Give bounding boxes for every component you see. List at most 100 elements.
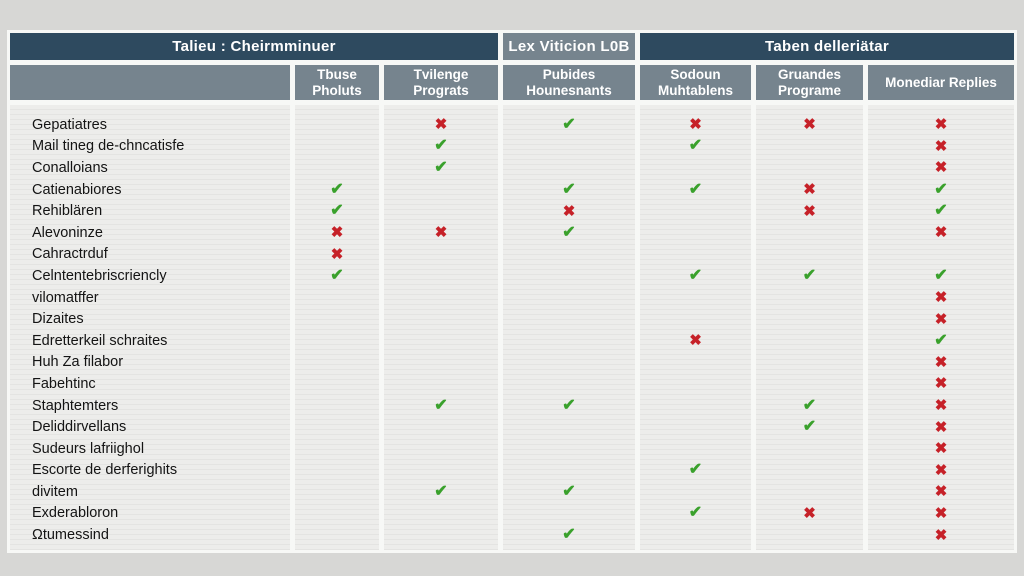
- mark-cell: ✔: [640, 503, 751, 525]
- cross-icon: ✖: [934, 375, 948, 393]
- check-icon: ✔: [562, 115, 576, 133]
- mark-cell: [503, 157, 635, 179]
- mark-cell: ✔: [384, 481, 498, 503]
- row-label: Exderabloron: [32, 505, 119, 522]
- mark-cell: [756, 481, 863, 503]
- mark-cell: [640, 373, 751, 395]
- row-label-cell: Deliddirvellans: [10, 416, 290, 438]
- cross-icon: ✖: [803, 116, 816, 134]
- mark-cell: [295, 524, 379, 546]
- row-label-column-header: [10, 65, 290, 100]
- mark-cell: ✖: [868, 395, 1014, 417]
- marks-column: ✖ ✔ ✔ ✔ ✖ ✔ ✔: [640, 105, 751, 550]
- row-label-cell: Alevoninze: [10, 222, 290, 244]
- mark-cell: ✖: [868, 460, 1014, 482]
- mark-cell: [640, 416, 751, 438]
- cross-icon: ✖: [330, 224, 344, 242]
- row-label-cell: Huh Za filabor: [10, 352, 290, 374]
- mark-cell: ✔: [384, 157, 498, 179]
- mark-cell: [295, 503, 379, 525]
- check-icon: ✔: [562, 396, 576, 414]
- mark-cell: [756, 330, 863, 352]
- row-label: Rehiblären: [32, 203, 103, 220]
- mark-cell: [295, 330, 379, 352]
- mark-cell: ✔: [384, 136, 498, 158]
- row-label-cell: Celntentebriscriencly: [10, 265, 290, 287]
- check-icon: ✔: [934, 266, 948, 284]
- mark-cell: [384, 179, 498, 201]
- check-icon: ✔: [562, 223, 576, 241]
- mark-cell: [640, 244, 751, 266]
- row-label: Edretterkeil schraites: [32, 332, 168, 349]
- column-header: Tbuse Pholuts: [295, 65, 379, 100]
- mark-cell: [640, 308, 751, 330]
- row-label-cell: Rehiblären: [10, 200, 290, 222]
- group-header-right: Taben delleriätar: [640, 33, 1014, 60]
- mark-cell: [756, 438, 863, 460]
- mark-cell: ✔: [756, 416, 863, 438]
- mark-cell: [384, 524, 498, 546]
- mark-cell: [384, 352, 498, 374]
- row-label-cell: Gepatiatres: [10, 114, 290, 136]
- column-header: Pubides Hounesnants: [503, 65, 635, 100]
- mark-cell: [503, 416, 635, 438]
- mark-cell: [295, 114, 379, 136]
- row-label: vilomatffer: [32, 289, 99, 306]
- mark-cell: [756, 244, 863, 266]
- row-label: Sudeurs lafriighol: [32, 440, 145, 457]
- mark-cell: [384, 503, 498, 525]
- mark-cell: [756, 308, 863, 330]
- mark-cell: [756, 373, 863, 395]
- check-icon: ✔: [434, 396, 448, 414]
- mark-cell: [295, 373, 379, 395]
- row-label-cell: Dizaites: [10, 308, 290, 330]
- cross-icon: ✖: [562, 202, 576, 220]
- mark-cell: [503, 265, 635, 287]
- check-icon: ✔: [562, 180, 576, 198]
- cross-icon: ✖: [689, 116, 702, 134]
- mark-cell: [503, 287, 635, 309]
- row-label-cell: Staphtemters: [10, 395, 290, 417]
- mark-cell: ✔: [756, 265, 863, 287]
- mark-cell: [640, 352, 751, 374]
- mark-cell: ✖: [295, 222, 379, 244]
- check-icon: ✔: [688, 137, 703, 155]
- row-label: Cahractrduf: [32, 246, 108, 263]
- mark-cell: [503, 352, 635, 374]
- mark-cell: [640, 395, 751, 417]
- mark-cell: ✖: [384, 114, 498, 136]
- mark-cell: ✔: [503, 481, 635, 503]
- row-label-cell: divitem: [10, 481, 290, 503]
- mark-cell: ✔: [868, 200, 1014, 222]
- cross-icon: ✖: [934, 483, 948, 501]
- mark-cell: [295, 308, 379, 330]
- check-icon: ✔: [802, 418, 817, 436]
- mark-cell: [756, 352, 863, 374]
- mark-cell: [384, 308, 498, 330]
- mark-cell: ✖: [868, 416, 1014, 438]
- mark-cell: [640, 524, 751, 546]
- mark-cell: ✖: [503, 200, 635, 222]
- marks-column: ✖ ✖ ✖ ✔ ✔ ✖ ✔ ✖ ✖ ✔ ✖ ✖ ✖ ✖ ✖ ✖ ✖ ✖ ✖: [868, 105, 1014, 550]
- mark-cell: [384, 416, 498, 438]
- mark-cell: [295, 416, 379, 438]
- mark-cell: [640, 157, 751, 179]
- check-icon: ✔: [330, 266, 344, 284]
- row-label-cell: Catienabiores: [10, 179, 290, 201]
- cross-icon: ✖: [934, 504, 948, 522]
- mark-cell: ✖: [640, 114, 751, 136]
- mark-cell: [640, 200, 751, 222]
- mark-cell: ✔: [503, 222, 635, 244]
- mark-cell: ✖: [756, 503, 863, 525]
- mark-cell: [640, 481, 751, 503]
- mark-cell: [756, 157, 863, 179]
- check-icon: ✔: [330, 202, 344, 220]
- mark-cell: [295, 352, 379, 374]
- mark-cell: [384, 373, 498, 395]
- mark-cell: ✖: [868, 352, 1014, 374]
- mark-cell: [384, 330, 498, 352]
- mark-cell: [756, 136, 863, 158]
- row-label-cell: Ωtumessind: [10, 524, 290, 546]
- row-label: Alevoninze: [32, 224, 103, 241]
- cross-icon: ✖: [934, 159, 948, 177]
